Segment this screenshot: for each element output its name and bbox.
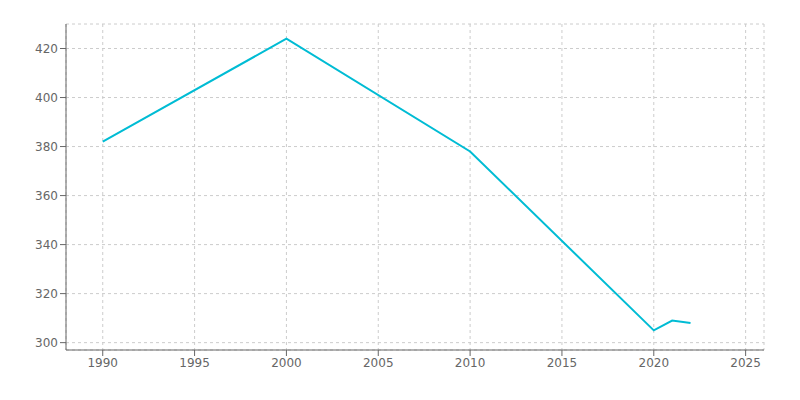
svg-text:300: 300 (35, 336, 58, 350)
svg-text:2010: 2010 (455, 356, 486, 370)
svg-text:420: 420 (35, 42, 58, 56)
svg-text:2025: 2025 (730, 356, 761, 370)
svg-text:2000: 2000 (271, 356, 302, 370)
svg-text:1995: 1995 (179, 356, 210, 370)
svg-text:2005: 2005 (363, 356, 394, 370)
svg-text:400: 400 (35, 91, 58, 105)
svg-text:2020: 2020 (639, 356, 670, 370)
svg-text:360: 360 (35, 189, 58, 203)
svg-text:380: 380 (35, 140, 58, 154)
svg-text:320: 320 (35, 287, 58, 301)
svg-text:2015: 2015 (547, 356, 578, 370)
svg-text:340: 340 (35, 238, 58, 252)
svg-text:1990: 1990 (87, 356, 118, 370)
